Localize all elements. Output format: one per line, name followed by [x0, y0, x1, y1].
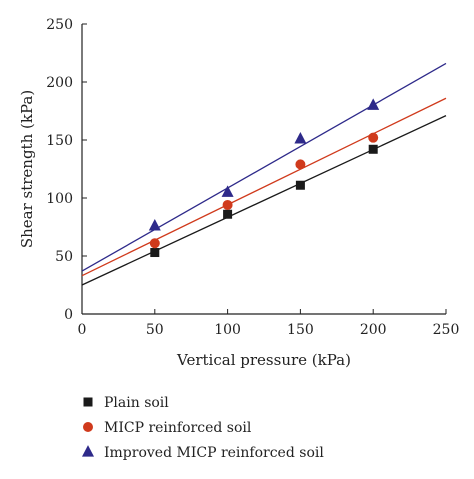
legend-marker-micp-reinforced-soil	[83, 422, 93, 432]
axes	[81, 24, 446, 315]
data-point-improved-micp-reinforced-soil	[367, 98, 380, 110]
x-tick-label: 50	[146, 322, 164, 338]
data-point-micp-reinforced-soil	[149, 238, 160, 249]
y-tick-label: 100	[46, 191, 73, 207]
legend-label: Improved MICP reinforced soil	[104, 445, 324, 461]
y-tick-label: 250	[46, 17, 73, 33]
data-point-plain-soil	[368, 144, 378, 154]
data-point-improved-micp-reinforced-soil	[294, 132, 307, 144]
x-axis-title: Vertical pressure (kPa)	[176, 351, 351, 369]
x-tick-label: 100	[214, 322, 241, 338]
data-point-improved-micp-reinforced-soil	[148, 219, 161, 231]
data-point-micp-reinforced-soil	[295, 159, 306, 170]
data-point-micp-reinforced-soil	[222, 199, 233, 210]
data-point-plain-soil	[150, 248, 160, 258]
legend-label: MICP reinforced soil	[104, 420, 252, 436]
legend-item-micp-reinforced-soil: MICP reinforced soil	[83, 420, 252, 436]
x-tick-label: 200	[360, 322, 387, 338]
x-tick-label: 150	[287, 322, 314, 338]
fit-line-plain-soil	[81, 115, 447, 286]
legend-item-improved-micp-reinforced-soil: Improved MICP reinforced soil	[82, 445, 324, 461]
x-tick-label: 0	[78, 322, 87, 338]
legend-marker-plain-soil	[83, 397, 93, 407]
y-tick-label: 150	[46, 133, 73, 149]
x-tick-label: 250	[433, 322, 460, 338]
fit-line-micp-reinforced-soil	[81, 97, 447, 277]
legend-label: Plain soil	[104, 395, 169, 411]
y-ticks: 0 50 100 150 200 250	[46, 17, 87, 323]
y-axis-title: Shear strength (kPa)	[18, 90, 36, 248]
y-tick-label: 50	[55, 249, 73, 265]
fit-lines	[81, 62, 447, 286]
legend-item-plain-soil: Plain soil	[83, 395, 169, 411]
data-point-improved-micp-reinforced-soil	[221, 185, 234, 197]
data-point-plain-soil	[223, 209, 233, 219]
fit-line-improved-micp-reinforced-soil	[81, 62, 447, 272]
y-tick-label: 200	[46, 75, 73, 91]
x-ticks: 0 50 100 150 200 250	[78, 309, 460, 338]
markers	[148, 98, 380, 258]
data-point-micp-reinforced-soil	[368, 132, 379, 143]
legend: Plain soil MICP reinforced soil Improved M…	[82, 395, 324, 461]
legend-marker-improved-micp-reinforced-soil	[82, 445, 94, 457]
data-point-plain-soil	[295, 180, 305, 190]
y-tick-label: 0	[64, 307, 73, 323]
